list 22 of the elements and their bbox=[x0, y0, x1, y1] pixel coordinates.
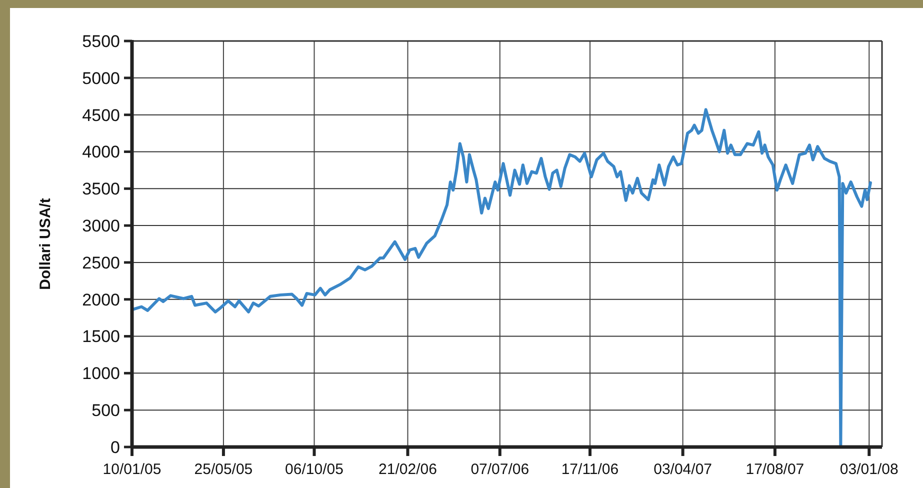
y-tick-label: 1500 bbox=[82, 327, 120, 346]
y-tick-label: 2500 bbox=[82, 253, 120, 272]
y-axis-title: Dollari USA/t bbox=[37, 198, 54, 290]
y-tick-label: 3500 bbox=[82, 180, 120, 199]
x-tick-label: 03/01/08 bbox=[840, 461, 898, 478]
x-tick-label: 07/07/06 bbox=[470, 461, 530, 478]
y-tick-label: 4500 bbox=[82, 106, 120, 125]
x-tick-label: 10/01/05 bbox=[102, 461, 162, 478]
y-tick-label: 0 bbox=[110, 438, 120, 457]
x-tick-label: 17/11/06 bbox=[561, 461, 619, 478]
y-tick-label: 5000 bbox=[82, 68, 120, 88]
x-tick-label: 06/10/05 bbox=[285, 461, 344, 478]
y-tick-label: 2000 bbox=[82, 290, 120, 310]
x-tick-label: 25/05/05 bbox=[194, 461, 253, 478]
x-tick-label: 21/02/06 bbox=[378, 461, 437, 478]
x-tick-label: 17/08/07 bbox=[746, 461, 804, 478]
y-tick-label: 500 bbox=[92, 401, 120, 420]
y-tick-label: 5500 bbox=[82, 32, 120, 51]
y-tick-label: 1000 bbox=[82, 364, 120, 384]
y-tick-label: 4000 bbox=[82, 142, 120, 162]
x-tick-label: 03/04/07 bbox=[654, 461, 712, 478]
y-tick-label: 3000 bbox=[82, 216, 120, 236]
